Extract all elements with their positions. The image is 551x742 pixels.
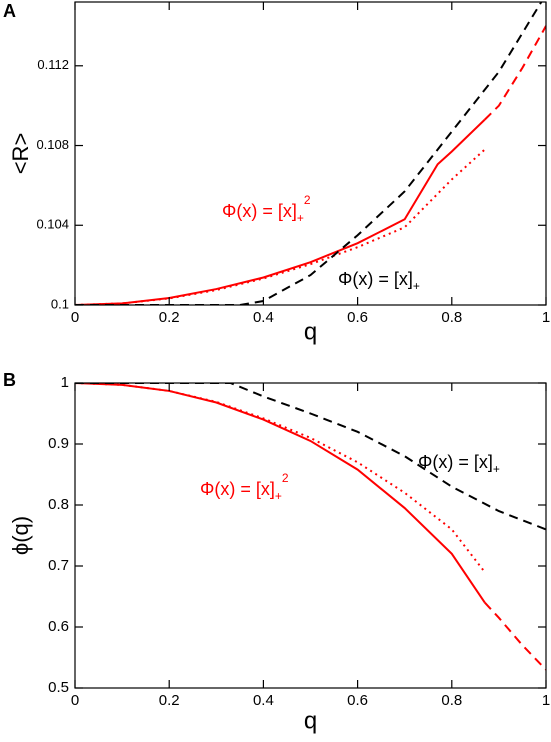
y-tick-label: 0.6	[48, 618, 69, 635]
data-line	[484, 601, 546, 671]
annotation-sub: +	[275, 489, 282, 503]
annotation-sub: +	[413, 279, 420, 293]
y-tick-label: 0.9	[48, 435, 69, 452]
x-tick-label: 0	[71, 309, 79, 326]
annotation-text: Φ(x) = [x]	[200, 479, 275, 499]
annotation: Φ(x) = [x]+	[418, 452, 500, 476]
x-tick-label: 0.6	[347, 692, 368, 709]
y-axis-label: <R>	[8, 133, 33, 175]
x-tick-label: 0	[71, 692, 79, 709]
plot-frame	[74, 382, 547, 689]
data-line	[75, 383, 486, 604]
annotation-sub: +	[297, 211, 304, 225]
data-line	[75, 148, 486, 305]
annotation: Φ(x) = [x]+2	[222, 193, 311, 225]
annotation-text: Φ(x) = [x]	[222, 201, 297, 221]
x-tick-label: 1	[542, 692, 550, 709]
data-line	[75, 383, 486, 573]
annotation-sup: 2	[282, 471, 289, 485]
x-tick-label: 0.8	[441, 309, 462, 326]
annotation: Φ(x) = [x]+2	[200, 471, 289, 503]
x-tick-label: 0.2	[159, 309, 180, 326]
x-tick-label: 0.2	[159, 692, 180, 709]
annotation: Φ(x) = [x]+	[338, 269, 420, 293]
y-tick-label: 0.112	[37, 57, 69, 72]
y-tick-label: 0.5	[48, 679, 69, 696]
panel-label: B	[3, 370, 16, 390]
y-tick-label: 0.1	[51, 296, 69, 311]
data-line	[75, 2, 543, 305]
x-tick-label: 0.4	[253, 309, 274, 326]
x-tick-label: 0.6	[347, 309, 368, 326]
data-line	[484, 25, 546, 121]
annotation-text: Φ(x) = [x]	[418, 452, 493, 472]
y-axis-label: ϕ(q)	[8, 516, 33, 555]
x-tick-label: 0.8	[441, 692, 462, 709]
y-tick-label: 0.108	[36, 137, 69, 152]
x-tick-label: 1	[542, 309, 550, 326]
y-tick-label: 0.7	[48, 557, 69, 574]
plot-frame	[74, 1, 547, 306]
x-tick-label: 0.4	[253, 692, 274, 709]
annotation-sup: 2	[304, 193, 311, 207]
y-tick-label: 0.104	[36, 217, 69, 232]
data-line	[75, 383, 546, 531]
x-axis-label: q	[304, 707, 317, 734]
x-axis-label: q	[304, 318, 317, 345]
annotation-text: Φ(x) = [x]	[338, 269, 413, 289]
annotation-sub: +	[493, 462, 500, 476]
y-tick-label: 1	[61, 374, 69, 391]
y-tick-label: 0.8	[48, 496, 69, 513]
panel-label: A	[3, 1, 16, 21]
